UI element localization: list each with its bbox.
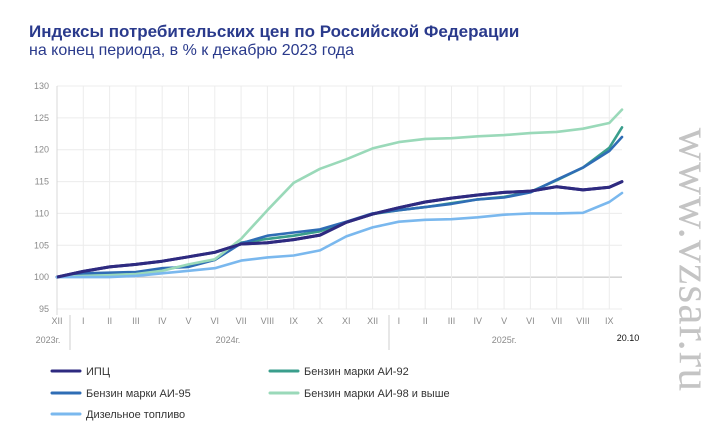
legend-label: Бензин марки АИ-95 (86, 388, 191, 400)
x-tick-label: VI (211, 316, 220, 326)
x-tick-label: XII (367, 316, 378, 326)
chart-subtitle: на конец периода, в % к декабрю 2023 год… (29, 42, 355, 59)
legend-label: Дизельное топливо (86, 409, 185, 421)
legend-label: ИПЦ (86, 366, 110, 378)
year-label: 2024г. (216, 335, 241, 345)
x-tick-label: V (185, 316, 191, 326)
y-tick-label: 105 (34, 240, 49, 250)
x-tick-label: II (107, 316, 112, 326)
x-tick-label: I (82, 316, 85, 326)
series-line-2 (55, 135, 624, 279)
x-tick-label: VII (236, 316, 247, 326)
x-tick-label: XII (51, 316, 62, 326)
series-line-cpi-top (56, 180, 623, 279)
y-tick-label: 110 (35, 208, 49, 218)
chart-title: Индексы потребительских цен по Российско… (29, 22, 520, 41)
y-tick-label: 120 (34, 145, 49, 155)
x-tick-label: IX (289, 316, 298, 326)
x-tick-label: I (398, 316, 401, 326)
y-tick-label: 125 (34, 113, 49, 123)
x-tick-label: III (448, 316, 456, 326)
x-tick-label: V (501, 316, 507, 326)
x-tick-label: VII (551, 316, 562, 326)
year-label: 2025г. (492, 335, 517, 345)
x-tick-label: III (132, 316, 140, 326)
x-tick-label: IV (158, 316, 167, 326)
x-tick-label: IV (474, 316, 483, 326)
watermark: www.vzsar.ru (669, 127, 721, 393)
x-tick-label: VI (526, 316, 535, 326)
legend-label: Бензин марки АИ-98 и выше (304, 388, 450, 400)
y-tick-label: 115 (35, 177, 49, 187)
x-tick-label: II (423, 316, 428, 326)
series-line-3 (55, 108, 624, 279)
y-tick-label: 95 (39, 304, 49, 314)
y-tick-label: 100 (34, 272, 49, 282)
series-line-4 (55, 191, 624, 279)
y-tick-label: 130 (34, 81, 49, 91)
legend-label: Бензин марки АИ-92 (304, 366, 409, 378)
x-tick-label: XI (342, 316, 351, 326)
year-label: 2023г. (36, 335, 61, 345)
end-date-label: 20.10 (617, 333, 640, 343)
x-tick-label: IX (605, 316, 614, 326)
x-tick-label: VIII (576, 316, 590, 326)
x-tick-label: X (317, 316, 323, 326)
x-tick-label: VIII (261, 316, 275, 326)
